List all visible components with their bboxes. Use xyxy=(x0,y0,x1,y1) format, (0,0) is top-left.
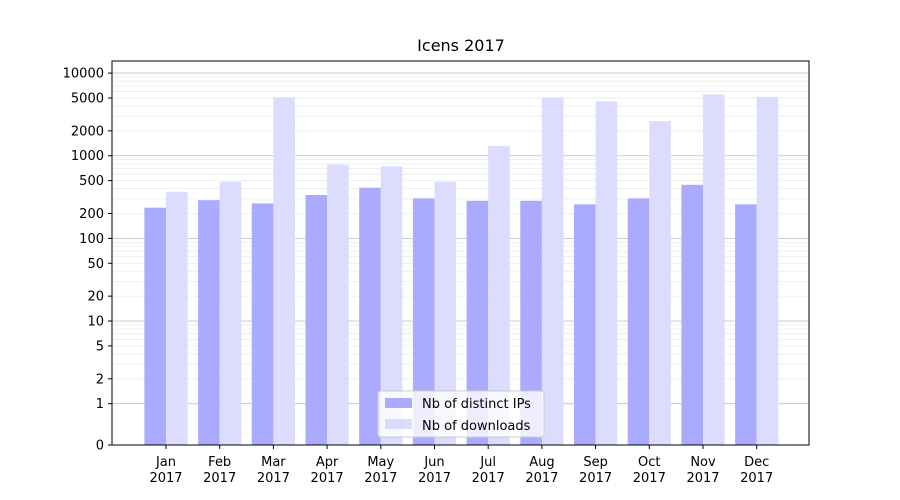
legend: Nb of distinct IPs Nb of downloads xyxy=(377,390,545,438)
y-tick-label: 2 xyxy=(96,372,104,387)
y-tick-label: 100 xyxy=(79,232,104,247)
y-tick-label: 10000 xyxy=(63,67,104,82)
bars xyxy=(144,94,779,446)
bar-downloads xyxy=(273,97,295,445)
y-tick-label: 200 xyxy=(79,207,104,222)
x-tick-label-month: Nov xyxy=(690,455,716,470)
bar-distinct-ips xyxy=(412,198,435,445)
bar-distinct-ips xyxy=(144,207,166,445)
bar-distinct-ips xyxy=(735,204,757,445)
x-tick-label-month: Oct xyxy=(638,455,660,470)
x-tick-label-year: 2017 xyxy=(311,471,344,486)
y-tick-label: 500 xyxy=(79,174,104,189)
y-tick-label: 20 xyxy=(87,290,104,305)
x-tick-label-year: 2017 xyxy=(257,471,290,486)
chart-title: Icens 2017 xyxy=(417,36,505,55)
x-tick-label-year: 2017 xyxy=(525,471,558,486)
x-tick-label-year: 2017 xyxy=(740,471,773,486)
legend-swatch-downloads xyxy=(385,419,412,429)
bar-downloads xyxy=(434,181,457,446)
bar-downloads xyxy=(649,121,671,446)
x-tick-label-year: 2017 xyxy=(686,471,719,486)
bar-distinct-ips xyxy=(305,194,328,445)
bar-distinct-ips xyxy=(520,200,542,445)
x-tick-label-month: Jul xyxy=(479,455,496,470)
legend-box xyxy=(377,390,545,438)
bar-distinct-ips xyxy=(681,184,703,445)
y-tick-label: 1000 xyxy=(71,149,104,164)
bar-downloads xyxy=(756,96,779,445)
bar-downloads xyxy=(488,146,510,445)
x-tick-label-year: 2017 xyxy=(579,471,612,486)
x-tick-label-month: Feb xyxy=(208,455,231,470)
bar-downloads xyxy=(595,101,618,445)
x-tick-label-year: 2017 xyxy=(418,471,451,486)
bar-downloads xyxy=(703,94,725,445)
x-tick-label-month: Jan xyxy=(155,455,176,470)
x-tick-label-month: May xyxy=(367,455,394,470)
x-tick-label-month: Mar xyxy=(261,455,286,470)
bar-downloads xyxy=(327,164,349,445)
x-tick-label-month: Apr xyxy=(316,455,339,470)
x-tick-label-month: Sep xyxy=(583,455,608,470)
x-axis: Jan2017Feb2017Mar2017Apr2017May2017Jun20… xyxy=(149,445,773,486)
bar-downloads xyxy=(166,191,188,445)
y-tick-label: 5 xyxy=(96,339,104,354)
x-tick-label-year: 2017 xyxy=(364,471,397,486)
bar-distinct-ips xyxy=(198,200,220,445)
x-tick-label-month: Dec xyxy=(744,455,769,470)
y-axis: 0 1 2 5 10 20 50 100 200 500 1000 2000 5000 10000 xyxy=(63,67,112,454)
plot-frame xyxy=(111,60,810,446)
bar-distinct-ips xyxy=(466,200,489,445)
x-tick-label-year: 2017 xyxy=(203,471,236,486)
y-tick-label: 2000 xyxy=(71,124,104,139)
x-tick-label-year: 2017 xyxy=(633,471,666,486)
y-tick-label: 0 xyxy=(96,439,104,454)
bar-distinct-ips xyxy=(574,204,596,445)
bar-distinct-ips xyxy=(251,203,274,445)
legend-label-downloads: Nb of downloads xyxy=(422,419,531,434)
bar-downloads xyxy=(541,97,564,445)
legend-label-ips: Nb of distinct IPs xyxy=(422,397,531,412)
x-tick-label-month: Aug xyxy=(529,455,554,470)
bar-distinct-ips xyxy=(359,187,381,445)
x-tick-label-year: 2017 xyxy=(472,471,505,486)
x-tick-label-year: 2017 xyxy=(149,471,182,486)
y-tick-label: 1 xyxy=(96,397,104,412)
y-tick-label: 10 xyxy=(87,315,104,330)
bar-downloads xyxy=(380,166,403,445)
x-tick-label-month: Jun xyxy=(423,455,444,470)
legend-swatch-ips xyxy=(385,398,412,408)
bar-downloads xyxy=(219,181,242,446)
y-tick-label: 5000 xyxy=(71,91,104,106)
y-tick-label: 50 xyxy=(87,257,104,272)
bar-distinct-ips xyxy=(627,198,650,445)
